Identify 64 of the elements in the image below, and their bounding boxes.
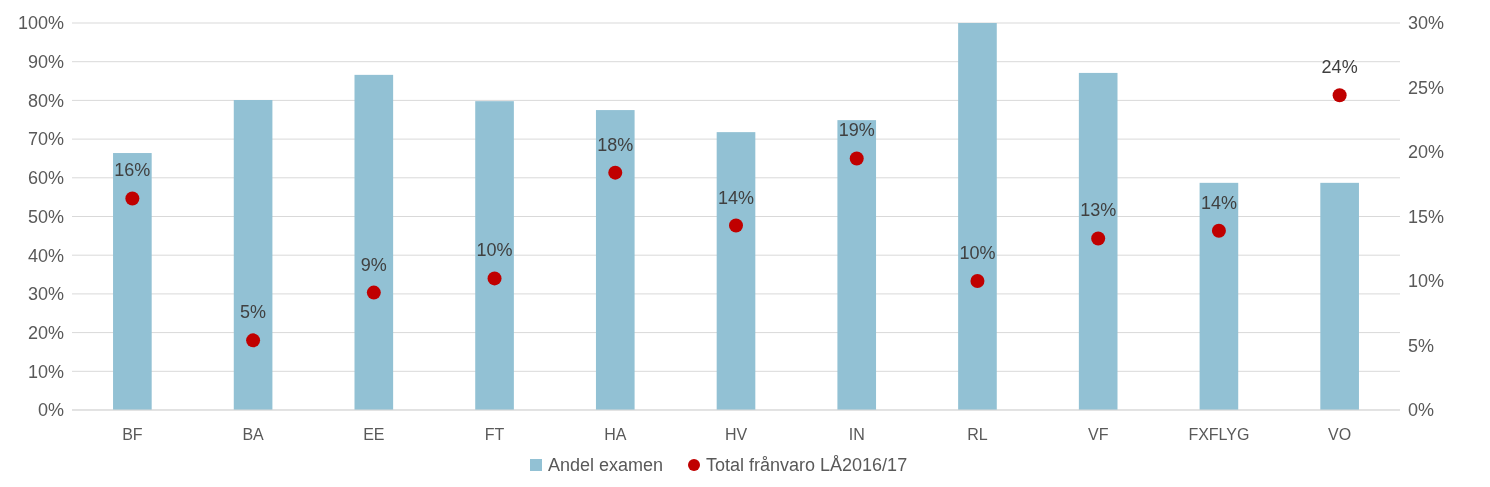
y-tick-label: 60% xyxy=(27,168,64,189)
point xyxy=(970,274,985,288)
y2-tick-label: 20% xyxy=(1408,142,1445,163)
y-tick-label: 90% xyxy=(27,52,64,72)
x-tick-label: VO xyxy=(1328,426,1352,443)
legend-label: Andel examen xyxy=(548,455,664,476)
x-tick-label: HV xyxy=(724,426,748,443)
y-tick-label: 70% xyxy=(27,129,64,150)
point xyxy=(125,191,140,206)
bar xyxy=(716,132,756,410)
y-tick-label: 100% xyxy=(17,13,64,34)
bar xyxy=(958,23,997,410)
point xyxy=(729,218,743,233)
data-label: 10% xyxy=(476,240,513,261)
data-label: 5% xyxy=(240,302,267,323)
y2-tick-label: 0% xyxy=(1408,400,1435,421)
bar xyxy=(595,110,635,410)
bar xyxy=(233,100,273,410)
y-tick-label: 0% xyxy=(37,400,64,421)
y2-tick-label: 25% xyxy=(1408,77,1445,98)
legend-label: Total frånvaro LÅ2016/17 xyxy=(706,455,908,476)
point xyxy=(1211,223,1226,238)
data-label: 9% xyxy=(360,254,387,275)
y2-tick-label: 5% xyxy=(1408,335,1435,356)
y-tick-label: 80% xyxy=(27,90,64,111)
bar xyxy=(354,74,394,410)
x-tick-label: BF xyxy=(122,426,143,443)
point xyxy=(487,271,502,286)
point xyxy=(246,333,261,348)
data-label: 14% xyxy=(717,187,755,208)
data-label: 10% xyxy=(959,243,996,263)
point xyxy=(366,285,381,300)
point xyxy=(1332,88,1347,103)
bar xyxy=(837,120,877,410)
point xyxy=(1091,231,1106,246)
y2-tick-label: 15% xyxy=(1408,206,1445,227)
y-tick-label: 40% xyxy=(27,245,64,266)
x-tick-label: HA xyxy=(604,426,627,443)
x-tick-label: IN xyxy=(848,426,865,443)
y2-tick-label: 30% xyxy=(1408,13,1445,34)
y-tick-label: 50% xyxy=(27,206,64,227)
data-label: 14% xyxy=(1200,192,1237,213)
data-label: 16% xyxy=(114,160,151,181)
bar xyxy=(113,153,152,410)
bar xyxy=(475,101,514,410)
y-tick-label: 10% xyxy=(27,361,64,382)
bar xyxy=(1078,72,1118,410)
bar xyxy=(1320,182,1359,410)
data-label: 19% xyxy=(838,120,875,141)
x-tick-label: VF xyxy=(1087,426,1109,443)
x-tick-label: RL xyxy=(967,426,988,443)
point xyxy=(849,151,864,166)
y2-tick-label: 10% xyxy=(1408,271,1445,292)
point xyxy=(608,165,623,180)
y-tick-label: 20% xyxy=(27,322,64,343)
data-label: 24% xyxy=(1321,57,1358,78)
bar xyxy=(1199,182,1239,410)
x-tick-label: FXFLYG xyxy=(1188,426,1250,443)
x-tick-label: BA xyxy=(242,426,265,443)
y-tick-label: 30% xyxy=(27,284,64,305)
x-tick-label: EE xyxy=(363,426,385,443)
data-label: 13% xyxy=(1080,200,1117,221)
data-label: 18% xyxy=(597,134,634,155)
x-tick-label: FT xyxy=(484,426,505,443)
